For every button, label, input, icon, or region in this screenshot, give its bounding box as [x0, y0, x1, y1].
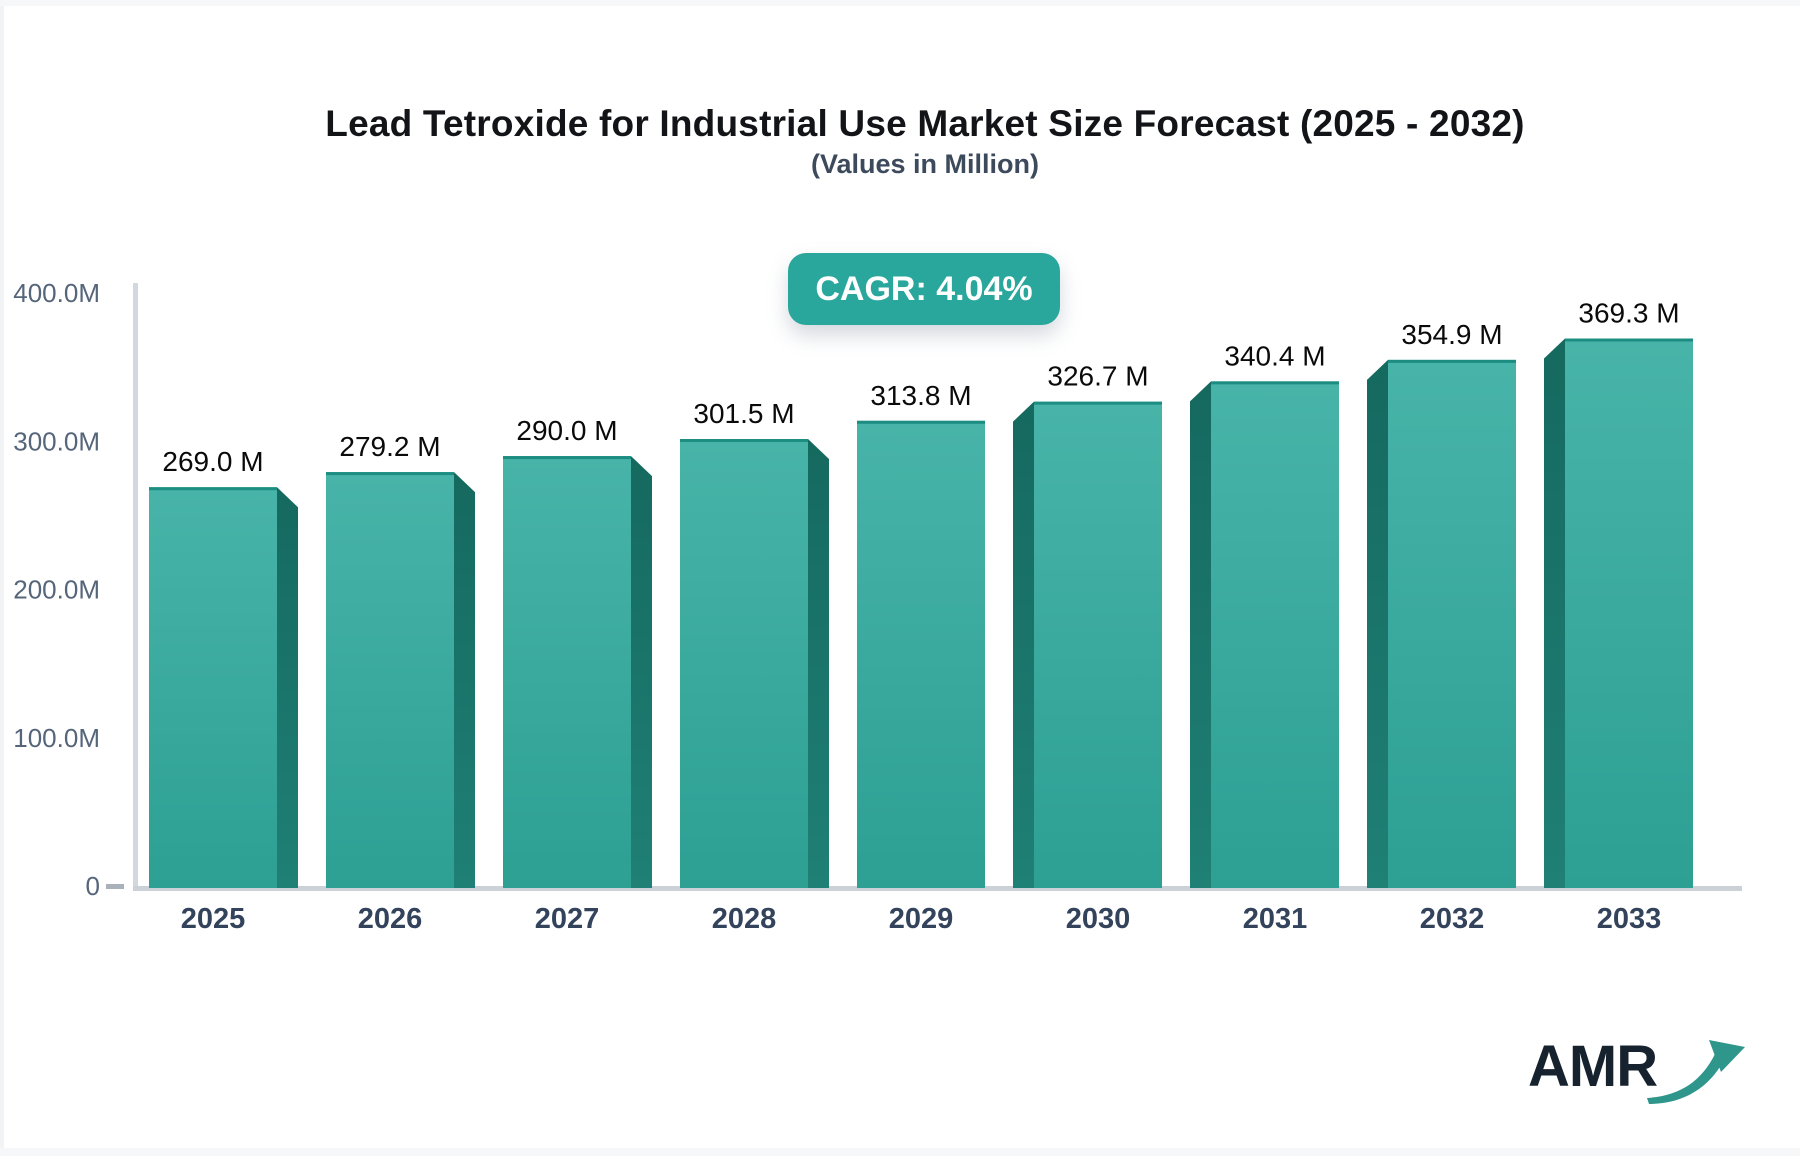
bar-value-label: 279.2 M	[339, 431, 440, 462]
bar-value-label: 354.9 M	[1401, 319, 1502, 350]
chart-title: Lead Tetroxide for Industrial Use Market…	[325, 103, 1525, 144]
x-axis-label: 2026	[358, 903, 423, 935]
x-axis-label: 2031	[1243, 903, 1308, 935]
y-axis-label: 300.0M	[13, 426, 100, 456]
chart-subtitle: (Values in Million)	[810, 149, 1040, 179]
bar-top-edge	[857, 420, 985, 424]
bar-value-label: 290.0 M	[516, 415, 617, 446]
bar-front-face	[680, 439, 808, 888]
bar-side-face	[1367, 359, 1388, 889]
bar-front-face	[326, 472, 454, 888]
bar-value-label: 313.8 M	[870, 380, 971, 411]
bar-2031	[1190, 381, 1339, 888]
bar-2029	[857, 420, 985, 888]
x-axis-label: 2027	[535, 903, 600, 935]
bar-front-face	[1211, 381, 1339, 888]
amr-logo-text: AMR	[1528, 1034, 1658, 1099]
bar-2032	[1367, 359, 1516, 889]
x-axis-label: 2028	[712, 903, 777, 935]
bar-2028	[680, 439, 829, 888]
bar-front-face	[1565, 338, 1693, 888]
bar-top-edge	[149, 487, 277, 491]
bar-top-edge	[1211, 381, 1339, 385]
bar-top-edge	[1565, 338, 1693, 342]
bar-front-face	[857, 420, 985, 888]
bar-value-label: 369.3 M	[1578, 298, 1679, 329]
growth-arrow-icon	[1647, 1040, 1746, 1104]
bar-value-label: 326.7 M	[1047, 361, 1148, 392]
bar-2030	[1013, 401, 1162, 888]
zero-tick-mark	[106, 884, 124, 889]
bar-top-edge	[680, 439, 808, 443]
bar-top-edge	[326, 472, 454, 476]
y-axis-label: 400.0M	[13, 278, 100, 308]
bar-top-edge	[1034, 401, 1162, 405]
y-axis-label: 0	[86, 871, 100, 901]
bar-side-face	[1190, 381, 1211, 888]
x-axis-label: 2025	[181, 903, 246, 935]
bar-2026	[326, 472, 475, 888]
x-axis-line	[133, 886, 1742, 891]
bar-front-face	[503, 456, 631, 888]
bar-side-face	[1544, 338, 1565, 888]
x-axis-label: 2030	[1066, 903, 1131, 935]
bar-front-face	[1388, 359, 1516, 889]
y-axis-label: 100.0M	[13, 723, 100, 753]
bar-side-face	[1013, 401, 1034, 888]
page-bottom-edge	[0, 1148, 1800, 1156]
bar-value-label: 269.0 M	[162, 446, 263, 477]
bar-front-face	[1034, 401, 1162, 888]
bar-top-edge	[503, 456, 631, 460]
cagr-badge: CAGR: 4.04%	[788, 253, 1060, 325]
bar-2027	[503, 456, 652, 888]
y-axis-line	[133, 283, 138, 891]
bar-front-face	[149, 487, 277, 888]
bar-2033	[1544, 338, 1693, 888]
x-axis-label: 2029	[889, 903, 954, 935]
bar-value-label: 301.5 M	[693, 398, 794, 429]
bar-side-face	[631, 456, 652, 888]
x-axis-label: 2032	[1420, 903, 1485, 935]
amr-logo: AMR	[1528, 1036, 1749, 1108]
bar-2025	[149, 487, 298, 888]
bar-top-edge	[1388, 359, 1516, 363]
bar-value-label: 340.4 M	[1224, 340, 1325, 371]
y-axis-label: 200.0M	[13, 575, 100, 605]
page-right-edge	[0, 0, 4, 1156]
bar-side-face	[277, 487, 298, 888]
bar-side-face	[808, 439, 829, 888]
page-top-edge	[0, 0, 1800, 6]
x-axis-label: 2033	[1597, 903, 1662, 935]
bar-side-face	[454, 472, 475, 888]
